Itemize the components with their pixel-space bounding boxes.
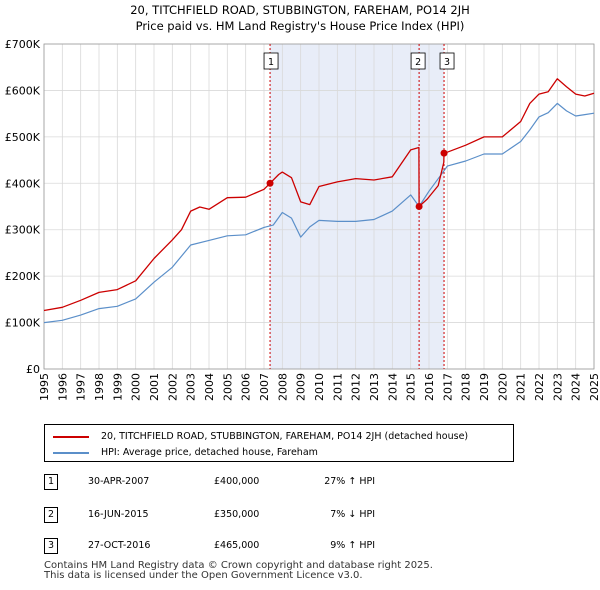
- sale-date: 27-OCT-2016: [88, 540, 151, 551]
- sale-number-badge: 1: [44, 474, 58, 490]
- chart-legend: 20, TITCHFIELD ROAD, STUBBINGTON, FAREHA…: [44, 424, 514, 462]
- x-tick-label: 1999: [111, 373, 124, 401]
- x-tick-label: 2002: [166, 373, 179, 401]
- sale-row: 2 16-JUN-2015 £350,000 7% ↓ HPI: [0, 507, 600, 527]
- x-tick-label: 2022: [533, 373, 546, 401]
- x-tick-label: 2004: [203, 373, 216, 401]
- x-tick-label: 2010: [313, 373, 326, 401]
- x-tick-label: 2007: [258, 373, 271, 401]
- x-tick-label: 2008: [276, 373, 289, 401]
- x-tick-label: 2017: [441, 373, 454, 401]
- y-tick-label: £200K: [5, 270, 41, 283]
- x-tick-label: 2021: [515, 373, 528, 401]
- x-tick-label: 2011: [331, 373, 344, 401]
- sale-point: [266, 179, 274, 187]
- chart-title: 20, TITCHFIELD ROAD, STUBBINGTON, FAREHA…: [130, 3, 470, 17]
- hpi-line: [43, 102, 595, 324]
- price-chart: 20, TITCHFIELD ROAD, STUBBINGTON, FAREHA…: [5, 3, 600, 401]
- sale-price: £465,000: [214, 540, 260, 551]
- x-tick-label: 2025: [588, 373, 600, 401]
- x-tick-label: 1995: [38, 373, 51, 401]
- sale-row: 1 30-APR-2007 £400,000 27% ↑ HPI: [0, 474, 600, 494]
- y-tick-label: £300K: [5, 224, 41, 237]
- legend-swatch-property: [53, 436, 89, 438]
- sale-point: [440, 149, 448, 157]
- x-tick-label: 2019: [478, 373, 491, 401]
- sale-hpi-change: 9% ↑ HPI: [330, 540, 375, 551]
- y-tick-label: £700K: [5, 38, 41, 51]
- y-tick-label: £400K: [5, 177, 41, 190]
- sale-marker-badge: [410, 52, 426, 70]
- x-tick-label: 2020: [496, 373, 509, 401]
- sale-hpi-change: 7% ↓ HPI: [330, 509, 375, 520]
- x-tick-label: 2023: [551, 373, 564, 401]
- sale-row: 3 27-OCT-2016 £465,000 9% ↑ HPI: [0, 538, 600, 558]
- chart-subtitle: Price paid vs. HM Land Registry's House …: [136, 19, 465, 33]
- x-tick-label: 2014: [386, 373, 399, 401]
- sale-price: £400,000: [214, 476, 260, 487]
- property-price-line: [43, 78, 595, 312]
- sale-number-badge: 2: [44, 507, 58, 523]
- sale-marker-label: 1: [268, 57, 274, 68]
- sale-point: [415, 203, 423, 210]
- x-tick-label: 2024: [570, 373, 583, 401]
- x-tick-label: 1997: [75, 373, 88, 401]
- sale-date: 16-JUN-2015: [88, 509, 149, 520]
- legend-swatch-hpi: [53, 452, 89, 454]
- x-tick-label: 1998: [93, 373, 106, 401]
- y-tick-label: £100K: [5, 317, 41, 330]
- x-tick-label: 2013: [368, 373, 381, 401]
- x-tick-label: 2001: [148, 373, 161, 401]
- x-tick-label: 2016: [423, 373, 436, 401]
- x-tick-label: 1996: [56, 373, 69, 401]
- x-tick-label: 2006: [240, 373, 253, 401]
- legend-label-property: 20, TITCHFIELD ROAD, STUBBINGTON, FAREHA…: [101, 431, 469, 442]
- sale-price: £350,000: [214, 509, 260, 520]
- y-tick-label: £600K: [5, 84, 41, 97]
- x-tick-label: 2000: [130, 373, 143, 401]
- x-tick-label: 2005: [221, 373, 234, 401]
- sale-marker-label: 3: [444, 57, 450, 68]
- legend-label-hpi: HPI: Average price, detached house, Fare…: [101, 447, 318, 458]
- sale-marker-badge: [439, 52, 455, 70]
- footer-attribution: Contains HM Land Registry data © Crown c…: [44, 560, 433, 581]
- ownership-shaded-region: [270, 44, 445, 369]
- plot-frame: [43, 43, 595, 370]
- sale-date: 30-APR-2007: [88, 476, 150, 487]
- x-tick-label: 2015: [405, 373, 418, 401]
- y-tick-label: £0: [26, 363, 40, 376]
- x-tick-label: 2009: [295, 373, 308, 401]
- sale-marker-badge: [263, 52, 279, 70]
- x-tick-label: 2012: [350, 373, 363, 401]
- sale-number-badge: 3: [44, 538, 58, 554]
- x-tick-label: 2018: [460, 373, 473, 401]
- sale-marker-label: 2: [415, 57, 421, 68]
- sale-hpi-change: 27% ↑ HPI: [324, 476, 375, 487]
- y-tick-label: £500K: [5, 131, 41, 144]
- x-tick-label: 2003: [185, 373, 198, 401]
